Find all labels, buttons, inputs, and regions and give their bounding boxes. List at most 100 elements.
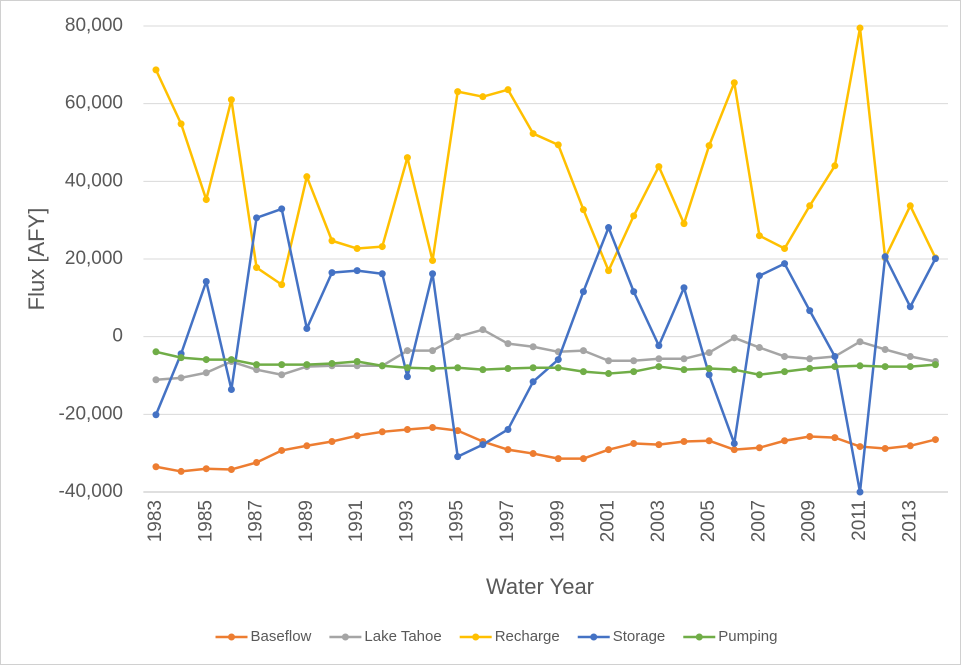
legend: Baseflow Lake Tahoe Recharge Storage Pumping bbox=[215, 628, 777, 645]
data-point bbox=[705, 437, 713, 445]
data-point bbox=[353, 245, 361, 253]
data-point bbox=[931, 255, 939, 263]
y-axis-title: Flux [AFY] bbox=[24, 208, 49, 311]
data-point bbox=[906, 442, 914, 450]
x-tick-label: 2011 bbox=[849, 500, 870, 541]
data-point bbox=[454, 427, 462, 435]
data-point bbox=[806, 355, 814, 363]
data-point bbox=[755, 371, 763, 379]
data-point bbox=[378, 428, 386, 436]
data-point bbox=[831, 162, 839, 170]
series-line bbox=[155, 426, 936, 473]
data-point bbox=[705, 371, 713, 379]
x-tick-label: 2005 bbox=[698, 500, 719, 542]
data-point bbox=[781, 260, 789, 268]
data-point bbox=[931, 361, 939, 369]
data-point bbox=[403, 373, 411, 381]
x-tick-label: 2001 bbox=[598, 500, 619, 542]
data-point bbox=[605, 446, 613, 454]
data-point bbox=[378, 243, 386, 251]
legend-marker bbox=[228, 633, 236, 641]
data-point bbox=[303, 361, 311, 369]
data-point bbox=[856, 443, 864, 451]
data-point bbox=[881, 445, 889, 453]
data-point bbox=[328, 237, 336, 245]
data-point bbox=[303, 325, 311, 333]
data-point bbox=[429, 424, 437, 432]
legend-marker bbox=[341, 633, 349, 641]
data-point bbox=[806, 432, 814, 440]
data-point bbox=[680, 220, 688, 228]
data-point bbox=[177, 354, 185, 362]
data-point bbox=[378, 362, 386, 370]
data-point bbox=[579, 455, 587, 463]
data-point bbox=[454, 364, 462, 372]
data-point bbox=[655, 441, 663, 449]
legend-label: Lake Tahoe bbox=[364, 628, 441, 645]
data-point bbox=[605, 357, 613, 365]
data-point bbox=[227, 96, 235, 104]
data-point bbox=[278, 281, 286, 289]
data-point bbox=[831, 352, 839, 360]
data-point bbox=[806, 307, 814, 315]
data-point bbox=[278, 446, 286, 454]
data-point bbox=[655, 342, 663, 350]
data-point bbox=[579, 288, 587, 296]
data-point bbox=[504, 425, 512, 433]
data-point bbox=[931, 436, 939, 444]
data-point bbox=[630, 439, 638, 447]
data-point bbox=[605, 267, 613, 275]
data-point bbox=[755, 444, 763, 452]
data-point bbox=[328, 438, 336, 446]
data-point bbox=[831, 363, 839, 371]
data-point bbox=[680, 366, 688, 374]
data-point bbox=[730, 366, 738, 374]
data-point bbox=[504, 365, 512, 373]
legend-marker bbox=[695, 633, 703, 641]
data-point bbox=[152, 348, 160, 356]
data-point bbox=[353, 267, 361, 275]
data-point bbox=[705, 349, 713, 357]
data-point bbox=[906, 303, 914, 311]
data-point bbox=[479, 366, 487, 374]
data-point bbox=[630, 288, 638, 296]
data-point bbox=[579, 347, 587, 355]
data-point bbox=[906, 352, 914, 360]
data-point bbox=[806, 202, 814, 210]
data-point bbox=[403, 364, 411, 372]
data-point bbox=[479, 93, 487, 101]
data-point bbox=[529, 364, 537, 372]
x-tick-label: 1991 bbox=[346, 500, 367, 542]
data-point bbox=[253, 458, 261, 466]
data-point bbox=[680, 355, 688, 363]
data-point bbox=[554, 356, 562, 364]
x-tick-label: 2007 bbox=[748, 500, 769, 542]
x-tick-label: 2003 bbox=[648, 500, 669, 542]
data-point bbox=[655, 163, 663, 171]
x-tick-label: 1983 bbox=[145, 500, 166, 542]
data-point bbox=[353, 432, 361, 440]
data-point bbox=[730, 439, 738, 447]
data-point bbox=[781, 245, 789, 253]
data-point bbox=[906, 363, 914, 371]
series-line bbox=[154, 207, 937, 494]
data-point bbox=[730, 334, 738, 342]
data-point bbox=[529, 378, 537, 386]
data-point bbox=[881, 363, 889, 371]
x-tick-label: 1985 bbox=[195, 500, 216, 542]
data-point bbox=[152, 411, 160, 419]
data-point bbox=[881, 253, 889, 261]
x-tick-label: 1989 bbox=[296, 500, 317, 542]
legend-label: Pumping bbox=[718, 628, 777, 645]
y-tick-label: 0 bbox=[112, 326, 123, 347]
data-point bbox=[403, 347, 411, 355]
data-point bbox=[781, 368, 789, 376]
y-tick-label: 20,000 bbox=[65, 248, 123, 269]
data-point bbox=[630, 357, 638, 365]
data-point bbox=[781, 437, 789, 445]
data-point bbox=[253, 264, 261, 272]
data-point bbox=[705, 365, 713, 373]
data-point bbox=[177, 467, 185, 475]
